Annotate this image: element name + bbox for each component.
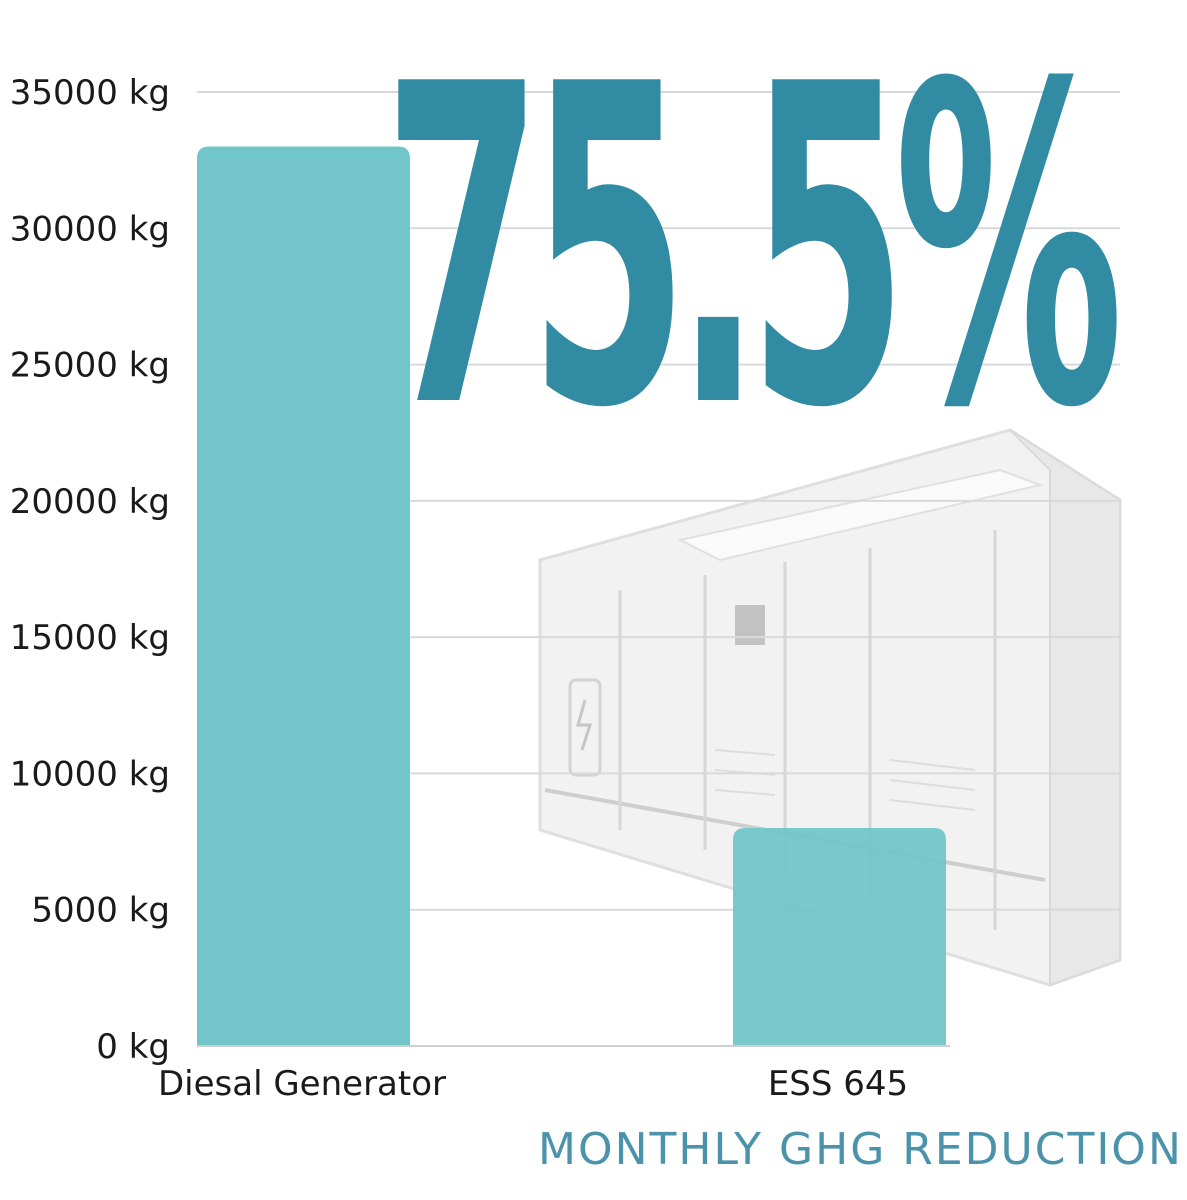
y-tick-label: 5000 kg	[31, 891, 170, 931]
y-tick-label: 25000 kg	[10, 346, 170, 386]
y-tick-label: 35000 kg	[10, 73, 170, 113]
x-category-label: ESS 645	[768, 1064, 908, 1104]
bar-ess-645	[733, 827, 946, 1046]
x-category-label: Diesal Generator	[158, 1064, 446, 1104]
y-tick-label: 10000 kg	[10, 754, 170, 794]
reduction-percentage: 75.5%	[383, 0, 1124, 504]
y-tick-label: 15000 kg	[10, 618, 170, 658]
y-tick-label: 0 kg	[96, 1027, 170, 1067]
y-tick-label: 30000 kg	[10, 209, 170, 249]
energy-storage-container-image	[538, 428, 1122, 987]
bars	[197, 146, 946, 1046]
bar-diesal-generator	[197, 146, 410, 1046]
y-axis-ticks: 0 kg 5000 kg 10000 kg 15000 kg 20000 kg 25000…	[10, 73, 170, 1067]
x-axis-categories: Diesal Generator ESS 645	[158, 1064, 908, 1104]
y-tick-label: 20000 kg	[10, 482, 170, 522]
chart-subtitle: MONTHLY GHG REDUCTION	[538, 1124, 1183, 1175]
